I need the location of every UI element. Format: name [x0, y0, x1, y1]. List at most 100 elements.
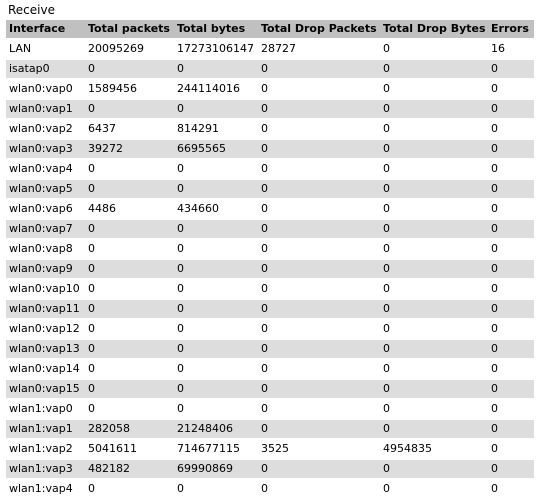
cell-errors: 0	[488, 360, 534, 378]
cell-total-packets: 1589456	[85, 80, 174, 98]
cell-errors: 0	[488, 120, 534, 138]
cell-total-bytes: 0	[174, 180, 258, 198]
cell-total-packets: 482182	[85, 460, 174, 478]
cell-total-drop-packets: 0	[258, 380, 380, 398]
cell-total-drop-bytes: 0	[380, 480, 488, 498]
cell-interface: wlan1:vap4	[6, 480, 85, 498]
cell-total-packets: 4486	[85, 200, 174, 218]
cell-total-drop-packets: 28727	[258, 40, 380, 58]
cell-total-drop-bytes: 0	[380, 200, 488, 218]
cell-interface: wlan0:vap14	[6, 360, 85, 378]
table-row: wlan0:vap1 0 0 0 0 0	[6, 100, 534, 118]
cell-errors: 0	[488, 340, 534, 358]
cell-total-drop-packets: 0	[258, 400, 380, 418]
table-row: wlan1:vap3 482182 69990869 0 0 0	[6, 460, 534, 478]
cell-total-drop-packets: 0	[258, 260, 380, 278]
cell-errors: 0	[488, 320, 534, 338]
cell-total-drop-bytes: 0	[380, 240, 488, 258]
cell-total-drop-packets: 0	[258, 160, 380, 178]
col-header-total-bytes: Total bytes	[174, 20, 258, 38]
cell-total-packets: 0	[85, 100, 174, 118]
table-row: wlan0:vap8 0 0 0 0 0	[6, 240, 534, 258]
table-row: wlan0:vap9 0 0 0 0 0	[6, 260, 534, 278]
cell-interface: wlan0:vap2	[6, 120, 85, 138]
cell-interface: wlan1:vap2	[6, 440, 85, 458]
cell-total-drop-packets: 0	[258, 180, 380, 198]
cell-total-drop-bytes: 0	[380, 140, 488, 158]
cell-interface: wlan1:vap1	[6, 420, 85, 438]
cell-total-bytes: 714677115	[174, 440, 258, 458]
cell-errors: 0	[488, 140, 534, 158]
cell-total-packets: 0	[85, 340, 174, 358]
cell-total-drop-bytes: 0	[380, 360, 488, 378]
cell-total-drop-packets: 0	[258, 300, 380, 318]
table-row: LAN 20095269 17273106147 28727 0 16	[6, 40, 534, 58]
cell-errors: 0	[488, 380, 534, 398]
cell-total-drop-packets: 0	[258, 460, 380, 478]
cell-total-drop-packets: 0	[258, 420, 380, 438]
table-body: LAN 20095269 17273106147 28727 0 16 isatap0 0 0 0…	[6, 40, 534, 498]
cell-total-drop-bytes: 0	[380, 180, 488, 198]
cell-total-bytes: 6695565	[174, 140, 258, 158]
cell-total-drop-bytes: 0	[380, 80, 488, 98]
col-header-errors: Errors	[488, 20, 534, 38]
cell-total-drop-bytes: 0	[380, 280, 488, 298]
cell-interface: wlan0:vap7	[6, 220, 85, 238]
cell-total-drop-bytes: 0	[380, 100, 488, 118]
cell-total-drop-packets: 3525	[258, 440, 380, 458]
cell-total-bytes: 0	[174, 340, 258, 358]
cell-interface: wlan0:vap1	[6, 100, 85, 118]
cell-errors: 0	[488, 260, 534, 278]
cell-total-packets: 282058	[85, 420, 174, 438]
table-row: wlan0:vap4 0 0 0 0 0	[6, 160, 534, 178]
cell-total-drop-packets: 0	[258, 320, 380, 338]
cell-total-bytes: 0	[174, 380, 258, 398]
cell-total-bytes: 0	[174, 280, 258, 298]
cell-total-bytes: 0	[174, 60, 258, 78]
cell-interface: wlan0:vap15	[6, 380, 85, 398]
cell-total-packets: 0	[85, 380, 174, 398]
cell-total-packets: 20095269	[85, 40, 174, 58]
cell-errors: 16	[488, 40, 534, 58]
cell-total-bytes: 0	[174, 240, 258, 258]
cell-total-bytes: 244114016	[174, 80, 258, 98]
col-header-interface: Interface	[6, 20, 85, 38]
cell-total-drop-bytes: 0	[380, 40, 488, 58]
cell-total-drop-bytes: 0	[380, 260, 488, 278]
cell-total-drop-bytes: 0	[380, 300, 488, 318]
table-row: wlan0:vap11 0 0 0 0 0	[6, 300, 534, 318]
cell-errors: 0	[488, 60, 534, 78]
cell-total-bytes: 0	[174, 360, 258, 378]
table-row: wlan0:vap15 0 0 0 0 0	[6, 380, 534, 398]
cell-total-bytes: 0	[174, 160, 258, 178]
table-row: wlan1:vap4 0 0 0 0 0	[6, 480, 534, 498]
cell-errors: 0	[488, 440, 534, 458]
cell-errors: 0	[488, 200, 534, 218]
cell-interface: wlan0:vap10	[6, 280, 85, 298]
cell-total-drop-packets: 0	[258, 60, 380, 78]
cell-total-packets: 0	[85, 60, 174, 78]
cell-total-packets: 39272	[85, 140, 174, 158]
cell-total-drop-bytes: 0	[380, 160, 488, 178]
cell-total-drop-bytes: 0	[380, 60, 488, 78]
cell-interface: wlan1:vap0	[6, 400, 85, 418]
header-row: Interface Total packets Total bytes Tota…	[6, 20, 534, 38]
cell-total-bytes: 0	[174, 300, 258, 318]
cell-total-drop-bytes: 0	[380, 220, 488, 238]
cell-interface: wlan0:vap0	[6, 80, 85, 98]
cell-total-packets: 5041611	[85, 440, 174, 458]
cell-errors: 0	[488, 160, 534, 178]
cell-interface: wlan1:vap3	[6, 460, 85, 478]
cell-total-drop-packets: 0	[258, 360, 380, 378]
cell-interface: wlan0:vap6	[6, 200, 85, 218]
receive-statistics-table: Interface Total packets Total bytes Tota…	[6, 18, 534, 500]
cell-total-drop-bytes: 0	[380, 320, 488, 338]
cell-interface: wlan0:vap4	[6, 160, 85, 178]
cell-interface: wlan0:vap3	[6, 140, 85, 158]
table-row: wlan0:vap13 0 0 0 0 0	[6, 340, 534, 358]
cell-total-bytes: 814291	[174, 120, 258, 138]
cell-total-packets: 0	[85, 360, 174, 378]
cell-interface: LAN	[6, 40, 85, 58]
cell-total-drop-bytes: 0	[380, 420, 488, 438]
cell-errors: 0	[488, 100, 534, 118]
